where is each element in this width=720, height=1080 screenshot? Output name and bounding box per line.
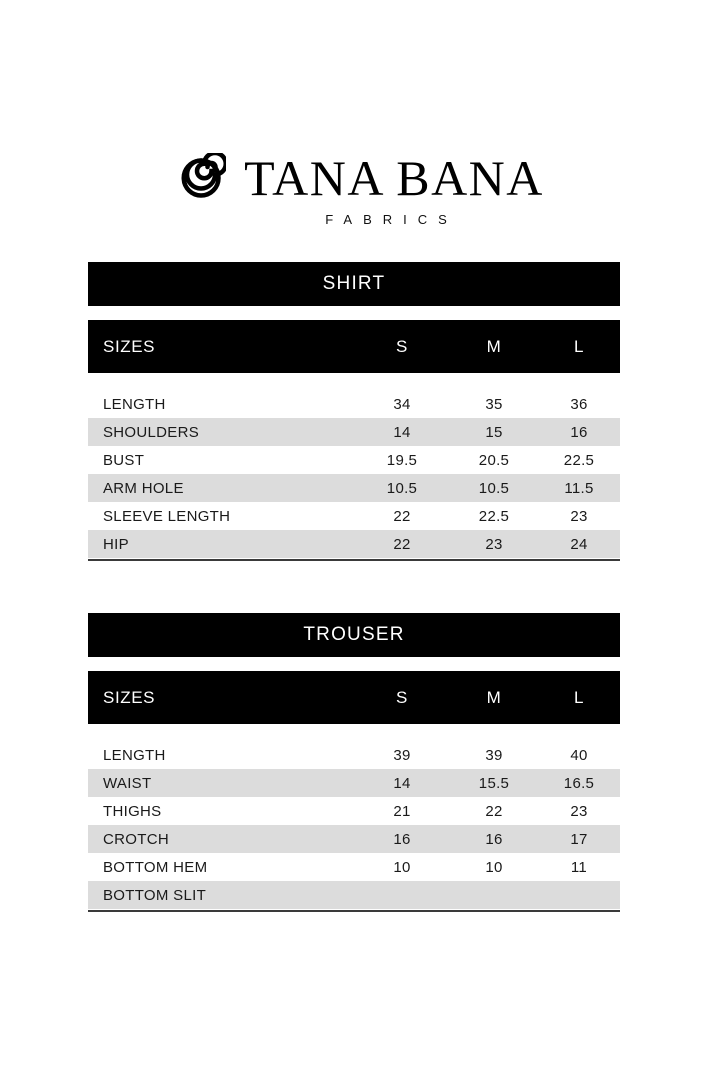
row-value-s: 22 <box>393 535 411 553</box>
row-value-m: 16 <box>485 830 503 848</box>
table-row: BUST 19.5 20.5 22.5 <box>88 446 620 474</box>
table-row: CROTCH 16 16 17 <box>88 825 620 853</box>
row-value-s: 34 <box>393 395 411 413</box>
row-value-l: 23 <box>570 507 588 525</box>
table-row: LENGTH 34 35 36 <box>88 390 620 418</box>
table-row: WAIST 14 15.5 16.5 <box>88 769 620 797</box>
row-label: BUST <box>103 451 145 469</box>
table-row: BOTTOM HEM 10 10 11 <box>88 853 620 881</box>
row-label: THIGHS <box>103 802 162 820</box>
row-value-m: 10.5 <box>478 479 510 497</box>
row-value-l: 36 <box>570 395 588 413</box>
row-label: LENGTH <box>103 746 166 764</box>
row-value-s: 10 <box>393 858 411 876</box>
table-row: LENGTH 39 39 40 <box>88 741 620 769</box>
shirt-header-s: S <box>396 336 408 356</box>
shirt-header-l: L <box>573 336 585 356</box>
row-label: WAIST <box>103 774 152 792</box>
row-value-m: 20.5 <box>478 451 510 469</box>
trouser-size-chart: TROUSER SIZES S M L LENGTH 39 39 40 WAIS… <box>88 613 620 912</box>
row-label: LENGTH <box>103 395 166 413</box>
trouser-header-sizes: SIZES <box>103 687 156 707</box>
trouser-title-gap <box>88 657 620 671</box>
row-value-s: 19.5 <box>386 451 418 469</box>
shirt-rows-gap <box>88 373 620 390</box>
trouser-table-bottom-rule <box>88 910 620 912</box>
row-value-m: 22.5 <box>478 507 510 525</box>
table-row: THIGHS 21 22 23 <box>88 797 620 825</box>
shirt-size-chart: SHIRT SIZES S M L LENGTH 34 35 36 SHOULD… <box>88 262 620 561</box>
table-row: SHOULDERS 14 15 16 <box>88 418 620 446</box>
row-label: BOTTOM SLIT <box>103 886 207 904</box>
table-row: ARM HOLE 10.5 10.5 11.5 <box>88 474 620 502</box>
row-value-s: 16 <box>393 830 411 848</box>
row-label: BOTTOM HEM <box>103 858 208 876</box>
row-value-l: 11 <box>570 858 588 876</box>
row-value-s: 14 <box>393 774 411 792</box>
trouser-column-header: SIZES S M L <box>88 671 620 724</box>
row-value-s: 10.5 <box>386 479 418 497</box>
shirt-title-gap <box>88 306 620 320</box>
brand-logo: TANA BANA FABRICS <box>0 150 720 227</box>
row-value-l: 40 <box>570 746 588 764</box>
row-value-l: 17 <box>570 830 588 848</box>
shirt-column-header: SIZES S M L <box>88 320 620 373</box>
row-value-m: 22 <box>485 802 503 820</box>
row-value-m: 23 <box>485 535 503 553</box>
row-value-m: 15.5 <box>478 774 510 792</box>
row-value-l: 16 <box>570 423 588 441</box>
row-value-m: 39 <box>485 746 503 764</box>
row-value-s: 21 <box>393 802 411 820</box>
row-value-m: 35 <box>485 395 503 413</box>
shirt-table-bottom-rule <box>88 559 620 561</box>
table-row: HIP 22 23 24 <box>88 530 620 558</box>
trouser-rows-gap <box>88 724 620 741</box>
row-value-s: 14 <box>393 423 411 441</box>
trouser-header-s: S <box>396 687 408 707</box>
row-value-l: 24 <box>570 535 588 553</box>
row-label: ARM HOLE <box>103 479 184 497</box>
spiral-icon <box>181 153 227 198</box>
shirt-chart-title: SHIRT <box>88 262 620 306</box>
row-value-l: 22.5 <box>563 451 595 469</box>
row-label: HIP <box>103 535 129 553</box>
brand-logo-row: TANA BANA <box>0 150 720 206</box>
trouser-header-l: L <box>573 687 585 707</box>
brand-name: TANA BANA <box>244 150 544 206</box>
row-label: SHOULDERS <box>103 423 200 441</box>
table-row: BOTTOM SLIT <box>88 881 620 909</box>
row-value-l: 11.5 <box>564 479 594 497</box>
row-value-s: 22 <box>393 507 411 525</box>
row-label: CROTCH <box>103 830 169 848</box>
row-value-l: 23 <box>570 802 588 820</box>
row-value-m: 15 <box>485 423 503 441</box>
trouser-chart-title: TROUSER <box>88 613 620 657</box>
shirt-header-m: M <box>486 336 502 356</box>
row-value-m: 10 <box>485 858 503 876</box>
row-value-l: 16.5 <box>563 774 595 792</box>
table-row: SLEEVE LENGTH 22 22.5 23 <box>88 502 620 530</box>
row-value-s: 39 <box>393 746 411 764</box>
shirt-header-sizes: SIZES <box>103 336 156 356</box>
trouser-header-m: M <box>486 687 502 707</box>
brand-tagline: FABRICS <box>325 212 458 227</box>
row-label: SLEEVE LENGTH <box>103 507 231 525</box>
